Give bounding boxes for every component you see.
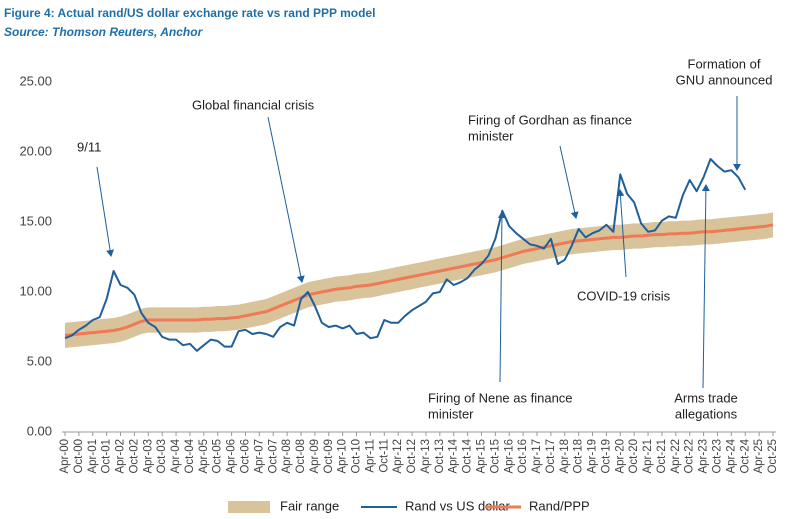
annotation: Arms trade bbox=[674, 390, 738, 405]
legend-label: Rand vs US dollar bbox=[405, 498, 510, 513]
y-tick-label: 10.00 bbox=[19, 283, 52, 298]
x-tick-label: Oct-21 bbox=[656, 439, 668, 474]
x-tick-label: Apr-08 bbox=[281, 439, 293, 474]
x-tick-label: Apr-09 bbox=[309, 439, 321, 474]
x-tick-label: Oct-15 bbox=[489, 439, 501, 474]
annotation-arrow bbox=[701, 184, 710, 389]
annotation: minister bbox=[468, 128, 514, 143]
annotation: minister bbox=[428, 406, 474, 421]
x-tick-label: Oct-24 bbox=[739, 438, 751, 473]
series-line bbox=[64, 158, 747, 352]
x-tick-label: Apr-03 bbox=[142, 439, 154, 474]
legend-label: Rand/PPP bbox=[529, 498, 590, 513]
y-tick-label: 25.00 bbox=[19, 73, 52, 88]
legend-label: Fair range bbox=[280, 498, 339, 513]
x-tick-label: Oct-01 bbox=[101, 439, 113, 474]
annotation: Formation of bbox=[688, 56, 761, 71]
annotation-arrow bbox=[616, 189, 627, 278]
annotation: Firing of Nene as finance bbox=[428, 390, 573, 405]
x-tick-label: Apr-17 bbox=[531, 439, 543, 474]
x-tick-label: Apr-14 bbox=[448, 438, 460, 473]
x-tick-label: Apr-11 bbox=[364, 439, 376, 473]
annotation: GNU announced bbox=[676, 72, 773, 87]
x-tick-label: Apr-10 bbox=[337, 439, 349, 474]
x-tick-label: Apr-18 bbox=[559, 439, 571, 474]
x-tick-label: Oct-10 bbox=[351, 439, 363, 474]
x-tick-label: Oct-11 bbox=[378, 439, 390, 473]
chart-subtitle: Source: Thomson Reuters, Anchor bbox=[4, 25, 204, 39]
legend-swatch bbox=[228, 501, 270, 513]
x-tick-label: Oct-06 bbox=[240, 439, 252, 474]
x-tick-label: Apr-06 bbox=[226, 439, 238, 474]
x-tick-label: Apr-25 bbox=[753, 439, 765, 474]
annotation: 9/11 bbox=[77, 139, 101, 154]
x-tick-label: Oct-04 bbox=[184, 438, 196, 473]
x-tick-label: Apr-05 bbox=[198, 439, 210, 474]
x-tick-label: Oct-25 bbox=[767, 439, 779, 474]
annotation-arrow bbox=[559, 145, 579, 219]
annotation: Global financial crisis bbox=[192, 97, 315, 112]
x-tick-label: Oct-02 bbox=[128, 439, 140, 474]
x-tick-label: Apr-04 bbox=[170, 438, 182, 473]
x-tick-label: Oct-23 bbox=[712, 439, 724, 474]
x-tick-label: Apr-20 bbox=[614, 439, 626, 474]
x-tick-label: Oct-13 bbox=[434, 439, 446, 474]
x-tick-label: Oct-12 bbox=[406, 439, 418, 474]
x-tick-label: Oct-20 bbox=[628, 439, 640, 474]
x-tick-label: Oct-18 bbox=[573, 439, 585, 474]
x-tick-label: Oct-17 bbox=[545, 439, 557, 474]
series-line bbox=[64, 223, 774, 337]
x-tick-label: Apr-16 bbox=[503, 439, 515, 474]
y-tick-label: 5.00 bbox=[27, 353, 52, 368]
annotation-arrow bbox=[96, 166, 115, 257]
annotation-arrow bbox=[497, 211, 506, 383]
x-tick-label: Oct-14 bbox=[462, 438, 474, 473]
x-tick-label: Oct-19 bbox=[600, 439, 612, 474]
fair-range bbox=[65, 212, 773, 348]
x-tick-label: Apr-15 bbox=[476, 439, 488, 474]
x-tick-label: Apr-01 bbox=[87, 439, 99, 474]
annotation: COVID-19 crisis bbox=[577, 288, 671, 303]
x-tick-label: Apr-07 bbox=[253, 439, 265, 474]
chart-title: Figure 4: Actual rand/US dollar exchange… bbox=[4, 6, 375, 20]
x-tick-label: Oct-00 bbox=[73, 439, 85, 474]
y-tick-label: 0.00 bbox=[27, 423, 52, 438]
y-tick-label: 15.00 bbox=[19, 213, 52, 228]
x-tick-label: Apr-19 bbox=[587, 439, 599, 474]
y-tick-label: 20.00 bbox=[19, 143, 52, 158]
x-tick-label: Apr-22 bbox=[670, 439, 682, 474]
x-tick-label: Oct-03 bbox=[156, 439, 168, 474]
x-tick-label: Apr-02 bbox=[115, 439, 127, 474]
x-tick-label: Apr-12 bbox=[392, 439, 404, 474]
annotation: allegations bbox=[675, 406, 738, 421]
annotation: Firing of Gordhan as finance bbox=[468, 112, 632, 127]
x-tick-label: Oct-07 bbox=[267, 439, 279, 474]
x-tick-label: Oct-05 bbox=[212, 439, 224, 474]
x-tick-label: Apr-21 bbox=[642, 439, 654, 474]
annotation-arrow bbox=[267, 116, 305, 283]
x-tick-label: Apr-24 bbox=[725, 438, 737, 473]
x-tick-label: Oct-22 bbox=[684, 439, 696, 474]
x-tick-label: Oct-16 bbox=[517, 439, 529, 474]
x-tick-label: Apr-13 bbox=[420, 439, 432, 474]
x-tick-label: Oct-09 bbox=[323, 439, 335, 474]
x-tick-label: Apr-23 bbox=[698, 439, 710, 474]
x-tick-label: Apr-00 bbox=[59, 439, 71, 474]
x-tick-label: Oct-08 bbox=[295, 439, 307, 474]
